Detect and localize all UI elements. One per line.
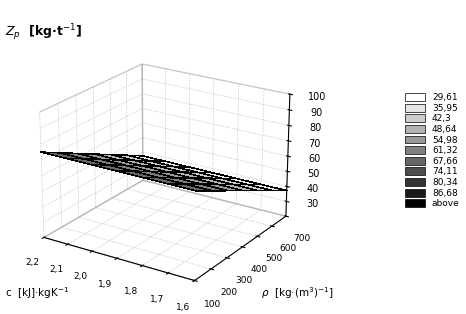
Text: $Z_p$  [kg·t$^{-1}$]: $Z_p$ [kg·t$^{-1}$]	[5, 22, 82, 43]
Text: c  [kJ]·kgK$^{-1}$: c [kJ]·kgK$^{-1}$	[5, 286, 69, 301]
Text: $\rho$  [kg·(m$^3$)$^{-1}$]: $\rho$ [kg·(m$^3$)$^{-1}$]	[261, 286, 334, 301]
Legend: 29,61, 35,95, 42,3, 48,64, 54,98, 61,32, 67,66, 74,11, 80,34, 86,68, above: 29,61, 35,95, 42,3, 48,64, 54,98, 61,32,…	[403, 91, 461, 210]
